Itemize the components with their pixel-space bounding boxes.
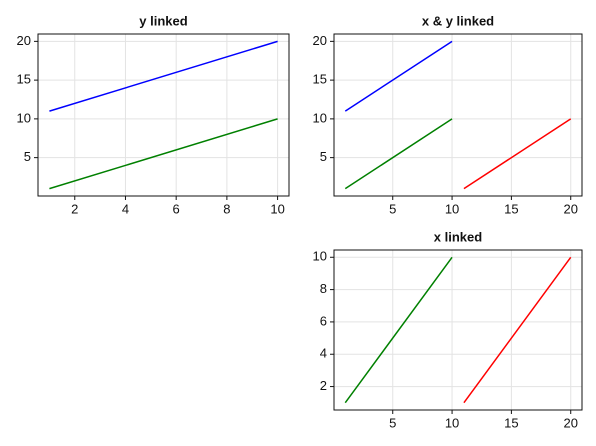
axes-frame — [333, 33, 583, 197]
x-tick-label: 20 — [563, 415, 577, 430]
y-tick-label: 20 — [17, 33, 31, 48]
y-tick-label: 10 — [313, 249, 327, 264]
x-tick-label: 10 — [445, 201, 459, 216]
x-tick-label: 15 — [504, 201, 518, 216]
y-tick-label: 5 — [24, 149, 31, 164]
x-tick-label: 15 — [504, 415, 518, 430]
y-tick-label: 10 — [313, 110, 327, 125]
y-tick-label: 15 — [17, 72, 31, 87]
chart-title: x linked — [434, 229, 482, 244]
x-tick-label: 5 — [389, 201, 396, 216]
x-tick-label: 8 — [223, 201, 230, 216]
y-tick-label: 6 — [320, 313, 327, 328]
x-tick-label: 5 — [389, 415, 396, 430]
chart-title: x & y linked — [422, 13, 494, 28]
line-series — [49, 40, 278, 112]
x-tick-label: 2 — [71, 201, 78, 216]
y-tick-label: 4 — [320, 346, 327, 361]
line-series — [463, 118, 572, 190]
y-tick-label: 15 — [313, 72, 327, 87]
line-series — [344, 118, 453, 190]
x-tick-label: 6 — [173, 201, 180, 216]
axes-frame — [37, 33, 290, 197]
y-tick-label: 2 — [320, 378, 327, 393]
y-tick-label: 20 — [313, 33, 327, 48]
x-tick-label: 4 — [122, 201, 129, 216]
x-tick-label: 10 — [270, 201, 284, 216]
line-series — [463, 256, 572, 404]
y-tick-label: 8 — [320, 281, 327, 296]
x-tick-label: 20 — [563, 201, 577, 216]
line-series — [49, 118, 278, 190]
line-series — [344, 40, 453, 112]
y-tick-label: 10 — [17, 110, 31, 125]
x-tick-label: 10 — [445, 415, 459, 430]
y-tick-label: 5 — [320, 149, 327, 164]
axes-frame — [333, 249, 583, 411]
chart-title: y linked — [139, 13, 187, 28]
line-series — [344, 256, 453, 404]
